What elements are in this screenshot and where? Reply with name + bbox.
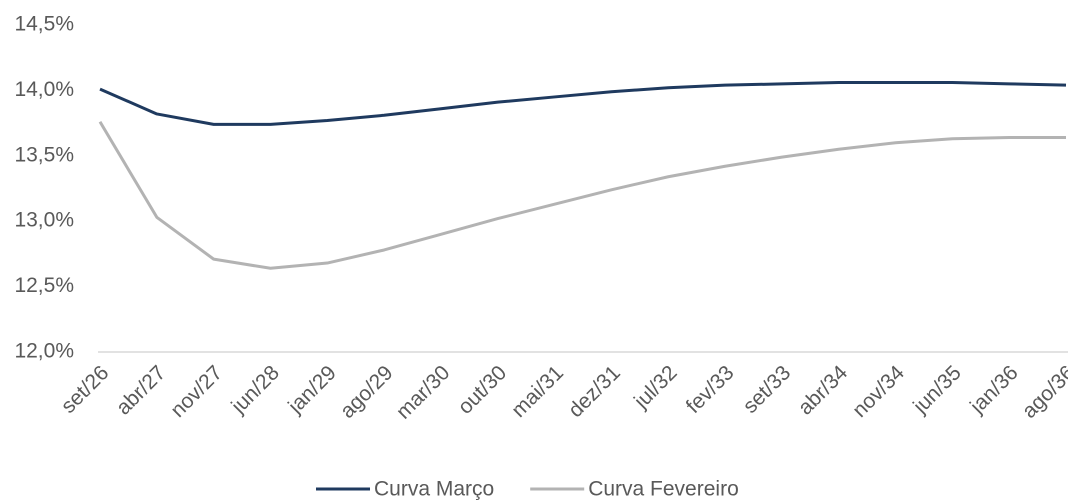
y-tick-label: 12,0% (14, 340, 74, 363)
x-tick-label: mar/30 (392, 361, 454, 423)
y-tick-label: 13,0% (14, 209, 74, 232)
y-tick-label: 13,5% (14, 143, 74, 166)
x-tick-label: jan/36 (965, 361, 1022, 418)
y-tick-label: 14,0% (14, 78, 74, 101)
legend-label: Curva Março (374, 478, 494, 500)
x-tick-label: jan/29 (283, 361, 340, 418)
x-tick-label: abr/34 (794, 361, 853, 420)
x-tick-label: ago/29 (336, 361, 398, 423)
y-tick-label: 14,5% (14, 13, 74, 36)
x-tick-label: nov/27 (166, 361, 227, 422)
x-tick-label: jun/28 (226, 361, 283, 418)
x-tick-label: ago/36 (1018, 361, 1068, 423)
x-tick-label: jul/32 (629, 361, 681, 413)
line-series (99, 81, 1067, 126)
x-tick-label: nov/34 (848, 361, 909, 422)
x-tick-label: out/30 (454, 361, 512, 419)
x-tick-label: mai/31 (507, 361, 568, 422)
x-tick-label: dez/31 (564, 361, 625, 422)
x-tick-label: jun/35 (908, 361, 965, 418)
line-series (98, 121, 1066, 270)
y-tick-label: 12,5% (14, 274, 74, 297)
legend-label: Curva Fevereiro (588, 478, 739, 500)
x-tick-label: set/26 (57, 361, 114, 418)
x-tick-label: fev/33 (682, 361, 739, 418)
x-tick-label: abr/27 (112, 361, 170, 419)
x-tick-label: set/33 (739, 361, 796, 418)
